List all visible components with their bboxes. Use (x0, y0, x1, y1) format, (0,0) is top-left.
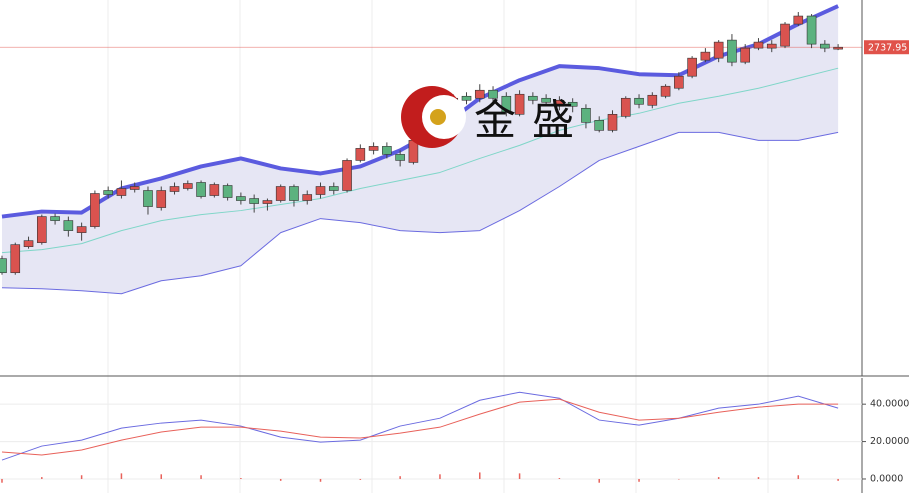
candle-body (236, 196, 246, 201)
candle-body (249, 198, 259, 204)
candle-body (37, 216, 47, 243)
candle-body (10, 244, 21, 274)
candle-body (182, 183, 193, 189)
candle-body (395, 154, 405, 161)
candle-body (567, 101, 578, 107)
candle-body (554, 99, 565, 107)
candle-body (50, 216, 60, 221)
candle-body (156, 190, 167, 208)
candle-body (169, 186, 180, 192)
histogram-bar (319, 478, 322, 482)
histogram-bar (439, 474, 441, 479)
y-tick-label: 0.0000 (870, 473, 903, 484)
candle-body (302, 194, 313, 201)
candle-body (90, 193, 100, 227)
candle-body (262, 200, 273, 204)
indicator-line (1, 391, 839, 461)
candle-body (820, 43, 830, 49)
candle-body (501, 95, 512, 113)
candle-body (528, 95, 538, 101)
candle-body (488, 89, 498, 99)
histogram-bar (757, 477, 760, 479)
logo-coin (430, 109, 446, 125)
histogram-bar (279, 478, 282, 481)
candle-body (315, 186, 326, 195)
candle-body (76, 226, 87, 233)
candle-body (740, 47, 751, 63)
candle-body (196, 182, 206, 197)
histogram-bar (518, 473, 521, 479)
candle-body (342, 160, 352, 191)
candle-body (103, 190, 113, 195)
candle-body (382, 146, 392, 155)
candle-body (766, 43, 777, 49)
histogram-bar (200, 475, 202, 479)
y-tick-label: 20.0000 (870, 436, 909, 447)
histogram-bar (479, 472, 481, 479)
last-price-tag (864, 40, 909, 55)
candle-body (753, 41, 764, 49)
candle-body (687, 57, 697, 77)
histogram-bar (1, 478, 3, 483)
histogram-bar (41, 477, 43, 479)
histogram-bar (558, 478, 561, 479)
candle-body (727, 39, 737, 63)
candle-body (328, 186, 339, 191)
indicator-line (1, 398, 839, 456)
candle-body (647, 94, 658, 106)
histogram-bar (160, 474, 163, 479)
histogram-bar (717, 477, 720, 479)
candle-body (806, 15, 817, 45)
candle-body (222, 185, 233, 198)
candle-body (116, 188, 127, 196)
candle-body (660, 85, 671, 97)
histogram-bar (598, 478, 600, 483)
price-panel: 2737.95 (0, 4, 909, 295)
candle-body (634, 97, 644, 105)
candle-body (143, 190, 153, 207)
y-tick-label: 40.0000 (870, 399, 909, 410)
candle-body (514, 93, 525, 115)
candle-body (780, 23, 790, 47)
candle-body (368, 146, 379, 151)
candle-body (607, 114, 618, 131)
histogram-bar (837, 478, 839, 481)
candle-body (275, 186, 286, 201)
indicator-panel: 40.0000 20.0000 0.0000 (0, 391, 909, 484)
band-fill (1, 6, 839, 294)
candle-body (129, 186, 140, 190)
candle-body (620, 97, 631, 117)
histogram-bar (797, 475, 800, 479)
candle-body (833, 46, 843, 50)
candle-body (594, 120, 605, 131)
band-line (1, 131, 839, 295)
candle-body (355, 148, 366, 161)
candle-body (700, 51, 711, 61)
band-line (1, 67, 839, 254)
watermark: 金盛 (401, 86, 590, 148)
histogram-bar (678, 478, 680, 480)
candle-body (793, 15, 804, 25)
candle-body (209, 184, 220, 196)
histogram-bar (120, 473, 123, 479)
candle-body (674, 75, 684, 89)
histogram-bar (359, 478, 362, 480)
candle-body (474, 89, 485, 99)
last-price-label: 2737.95 (868, 43, 907, 54)
histogram-bar (80, 475, 83, 479)
histogram-bar (240, 478, 242, 479)
histogram-bar (399, 476, 401, 479)
candle-body (289, 186, 299, 201)
histogram-bar (638, 478, 640, 482)
candle-body (63, 220, 74, 231)
candle-body (0, 258, 7, 274)
candle-body (581, 107, 591, 123)
watermark-text: 金盛 (474, 96, 590, 145)
candle-body (541, 97, 551, 103)
candle-body (461, 95, 472, 101)
candle-body (713, 41, 724, 59)
candle-body (23, 240, 34, 247)
